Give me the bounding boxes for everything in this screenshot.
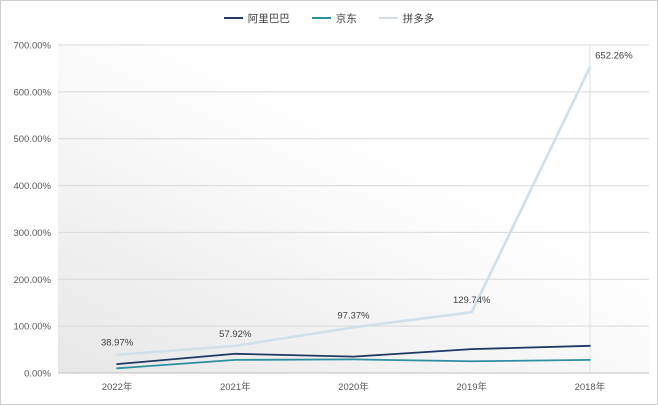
x-tick-label: 2018年: [575, 381, 606, 393]
y-tick-label: 500.00%: [13, 134, 51, 145]
x-tick-label: 2022年: [102, 381, 133, 393]
data-label: 129.74%: [453, 295, 491, 306]
y-tick-label: 300.00%: [13, 228, 51, 239]
plot-background: [58, 45, 649, 373]
data-label: 97.37%: [337, 310, 370, 321]
y-tick-label: 600.00%: [13, 87, 51, 98]
y-tick-label: 0.00%: [24, 369, 51, 380]
legend-label: 京东: [335, 12, 357, 25]
data-label: 57.92%: [219, 329, 252, 340]
chart-legend: 阿里巴巴 京东 拼多多: [1, 9, 657, 27]
series-line-阿里巴巴: [116, 344, 591, 365]
legend-swatch: [378, 17, 398, 19]
legend-swatch: [311, 17, 331, 19]
legend-item-京东: 京东: [311, 11, 357, 26]
y-tick-label: 400.00%: [13, 181, 51, 192]
legend-label: 拼多多: [402, 12, 435, 25]
y-tick-label: 100.00%: [13, 322, 51, 333]
x-tick-label: 2021年: [220, 381, 251, 393]
data-label: 652.26%: [595, 50, 633, 61]
legend-item-拼多多: 拼多多: [378, 11, 435, 26]
y-tick-label: 700.00%: [13, 41, 51, 52]
data-label: 38.97%: [101, 338, 134, 349]
series-line-京东: [116, 358, 591, 370]
legend-swatch: [223, 17, 243, 19]
y-tick-label: 200.00%: [13, 275, 51, 286]
x-tick-label: 2020年: [338, 381, 369, 393]
x-tick-label: 2019年: [456, 381, 487, 393]
legend-label: 阿里巴巴: [247, 12, 290, 25]
series-line-拼多多: [115, 66, 592, 357]
legend-item-阿里巴巴: 阿里巴巴: [223, 11, 290, 26]
